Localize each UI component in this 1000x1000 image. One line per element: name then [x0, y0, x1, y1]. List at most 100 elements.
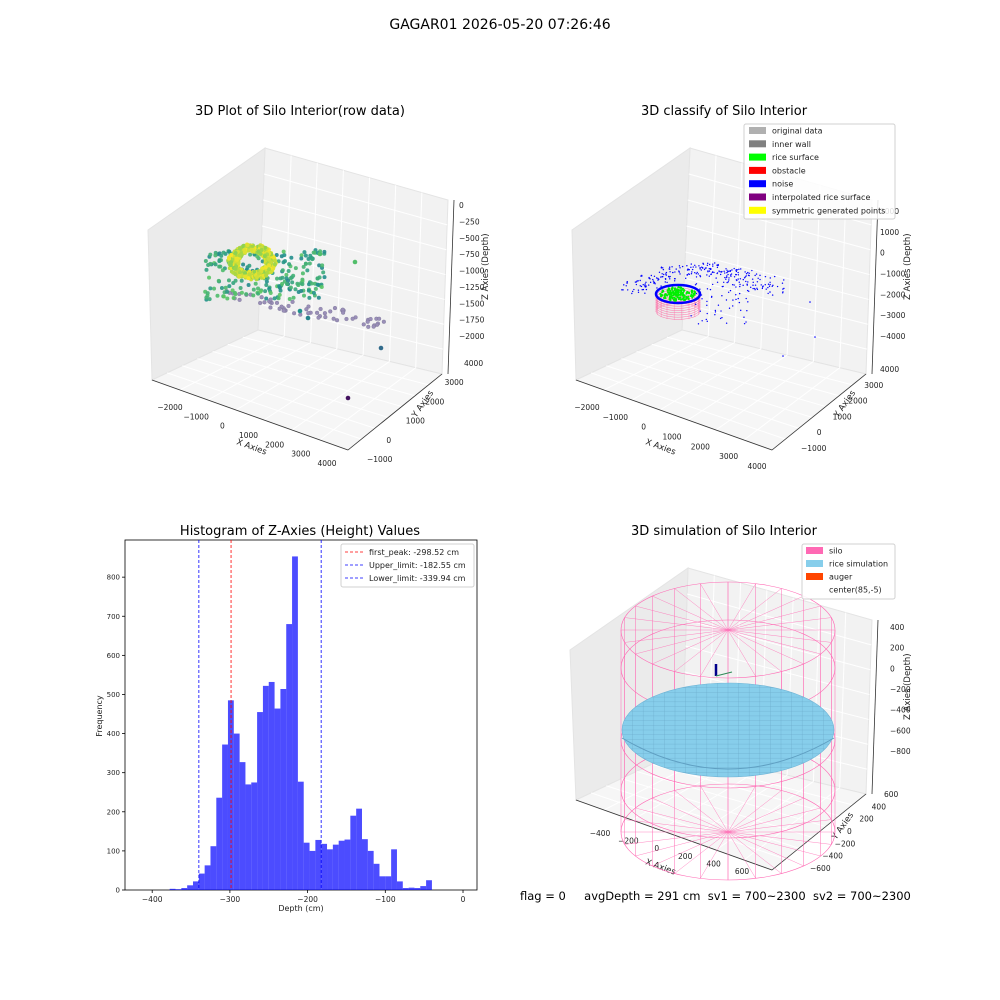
noise-point [695, 283, 698, 285]
legend-label: obstacle [772, 166, 806, 175]
noise-point [754, 288, 756, 291]
data-point [225, 289, 230, 294]
rice-surface-point [663, 295, 667, 299]
histogram-bar [204, 865, 211, 890]
noise-point [653, 281, 656, 284]
noise-point [744, 271, 746, 273]
data-point [293, 266, 298, 271]
histogram-bar [361, 839, 368, 890]
silo-floor-line [727, 831, 821, 857]
rice-surface-point [664, 293, 667, 296]
data-point [272, 262, 277, 267]
noise-point [726, 271, 728, 274]
grid-line [261, 225, 446, 276]
noise-point [728, 270, 730, 272]
data-point [208, 252, 213, 257]
noise-point [761, 287, 764, 290]
grid-line [839, 192, 847, 368]
data-point [264, 296, 269, 301]
noise-point [737, 278, 739, 280]
y-tick-label: 3000 [445, 378, 464, 387]
histogram-bar [420, 886, 427, 890]
noise-point [736, 269, 738, 271]
noise-point [752, 284, 754, 286]
data-point [303, 261, 308, 266]
data-point [334, 318, 340, 323]
noise-point [700, 269, 703, 271]
noise-point [699, 310, 701, 312]
histogram-bar [175, 889, 182, 890]
grid-line [263, 173, 448, 226]
data-point [227, 284, 232, 289]
data-point [300, 271, 305, 276]
legend-label: silo [829, 547, 843, 556]
rice-surface-point [687, 291, 690, 294]
data-point [269, 270, 274, 275]
data-point [286, 269, 291, 274]
legend-label: original data [772, 127, 823, 136]
data-point [301, 264, 306, 269]
y-tick-label: 400 [872, 802, 887, 811]
legend-label: inner wall [772, 140, 811, 149]
noise-point [694, 284, 697, 286]
noise-point [776, 285, 779, 288]
histogram-bar [315, 839, 322, 890]
x-axis-line [575, 379, 773, 451]
silo-roof-line [727, 629, 821, 655]
rice-surface-point [674, 294, 678, 297]
grid-line [707, 155, 717, 337]
grid-line [715, 361, 814, 431]
noise-point [706, 262, 709, 265]
rice-surface-point [692, 292, 695, 295]
grid-line [685, 645, 870, 696]
data-point [262, 300, 267, 305]
grid-line [415, 192, 423, 368]
histogram-bar [350, 815, 357, 890]
x-tick-label: −100 [375, 895, 396, 904]
noise-point [732, 305, 734, 307]
z-tick-label: −1500 [459, 299, 485, 308]
noise-point [637, 280, 639, 282]
legend-label: Lower_limit: -339.94 cm [369, 574, 466, 583]
histogram-bar [274, 708, 281, 890]
noise-point [731, 269, 733, 271]
data-point [306, 311, 311, 316]
data-point [290, 280, 295, 285]
noise-point [752, 287, 754, 290]
y-tick-label: 600 [107, 652, 120, 660]
silo-floor-line [727, 807, 821, 833]
noise-point [739, 283, 741, 286]
noise-point [679, 273, 681, 275]
noise-point [690, 263, 692, 265]
data-point [251, 287, 256, 292]
noise-point [725, 268, 727, 270]
data-point [239, 278, 244, 283]
histogram-bar [251, 782, 258, 890]
noise-point [641, 289, 643, 291]
silo-roof-line [700, 629, 729, 677]
noise-point [723, 270, 725, 273]
data-point [256, 286, 261, 291]
data-point [307, 261, 312, 266]
noise-point [710, 273, 712, 275]
noise-point [756, 288, 759, 291]
grid-line [319, 367, 417, 441]
rice-surface-point [679, 298, 682, 301]
noise-point [767, 292, 769, 295]
grid-line [659, 768, 762, 831]
noise-point [735, 286, 737, 288]
noise-point [759, 274, 761, 277]
noise-point [735, 270, 738, 273]
legend-label: rice surface [772, 153, 819, 162]
silo-roof-line [727, 629, 832, 643]
avg-depth-text: avgDepth = 291 cm [584, 889, 701, 903]
data-point [304, 307, 309, 312]
data-point [299, 253, 304, 258]
y-tick-label: −1000 [367, 455, 393, 464]
x-tick-label: −200 [618, 837, 639, 846]
noise-point [692, 266, 694, 268]
histogram-bar [245, 784, 252, 890]
noise-point [695, 292, 698, 295]
silo-floor-line [727, 831, 782, 874]
noise-point [706, 274, 708, 276]
